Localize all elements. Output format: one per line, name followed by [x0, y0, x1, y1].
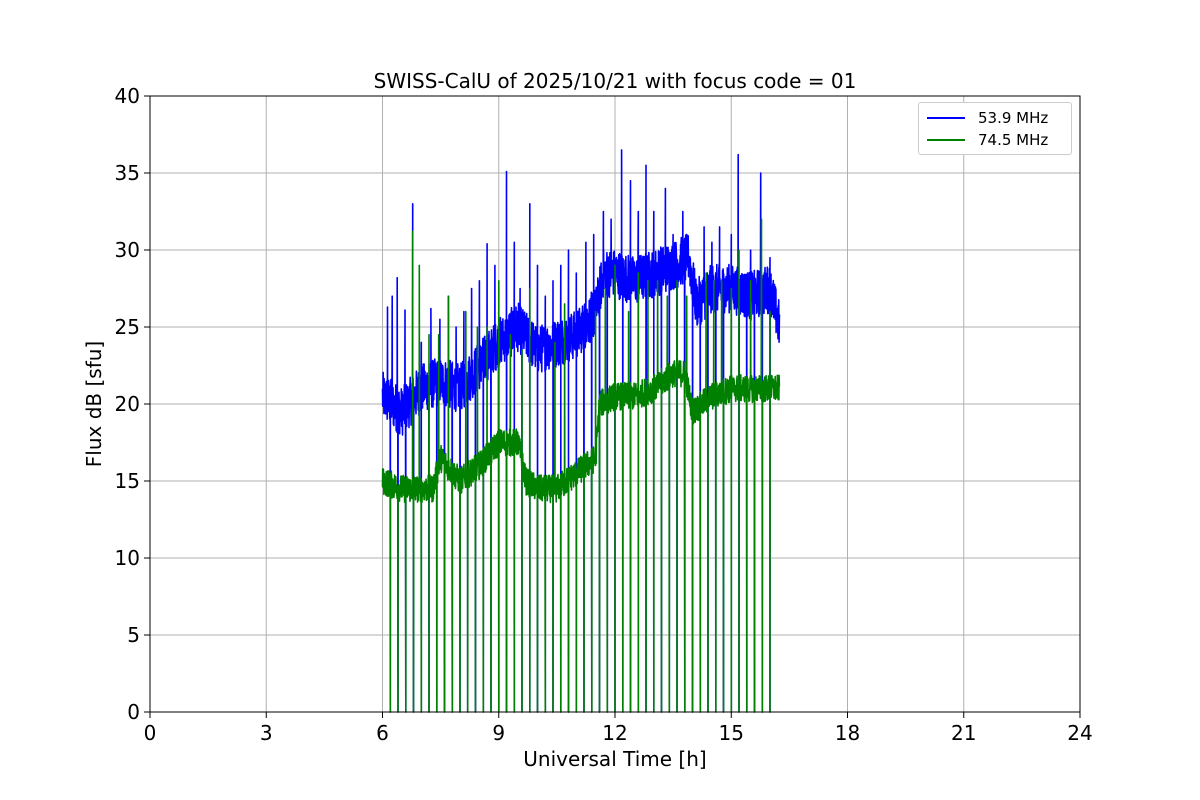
y-tick-label: 10 [115, 546, 140, 570]
y-tick-label: 25 [115, 315, 140, 339]
x-tick-label: 6 [376, 721, 389, 745]
x-tick-label: 3 [260, 721, 273, 745]
y-tick-label: 0 [127, 700, 140, 724]
legend-label-53-9: 53.9 MHz [978, 109, 1049, 127]
y-axis-label: Flux dB [sfu] [82, 341, 106, 467]
x-tick-label: 0 [144, 721, 157, 745]
legend-entry-53-9: 53.9 MHz [927, 109, 1048, 127]
y-tick-label: 30 [115, 238, 140, 262]
x-tick-label: 12 [602, 721, 627, 745]
series-line-74-5 [381, 218, 781, 713]
y-tick-label: 40 [115, 84, 140, 108]
y-tick-label: 5 [127, 623, 140, 647]
y-tick-label: 35 [115, 161, 140, 185]
x-tick-label: 15 [719, 721, 744, 745]
series-line-53-9 [381, 149, 781, 713]
y-tick-label: 20 [115, 392, 140, 416]
x-axis-label: Universal Time [h] [523, 747, 706, 771]
chart-legend: 53.9 MHz 74.5 MHz [918, 102, 1072, 155]
x-tick-label: 24 [1067, 721, 1092, 745]
axis-ticks: 0 3 6 9 12 15 18 21 24 0 5 10 15 20 25 30 35 40 [115, 84, 1093, 745]
x-tick-label: 21 [951, 721, 976, 745]
legend-swatch-74-5 [927, 139, 965, 141]
legend-swatch-53-9 [927, 117, 965, 119]
legend-entry-74-5: 74.5 MHz [927, 131, 1048, 149]
series-layer [381, 149, 781, 713]
x-tick-label: 18 [835, 721, 860, 745]
legend-label-74-5: 74.5 MHz [978, 131, 1049, 149]
x-tick-label: 9 [492, 721, 505, 745]
y-tick-label: 15 [115, 469, 140, 493]
chart-title: SWISS-CalU of 2025/10/21 with focus code… [374, 69, 857, 93]
